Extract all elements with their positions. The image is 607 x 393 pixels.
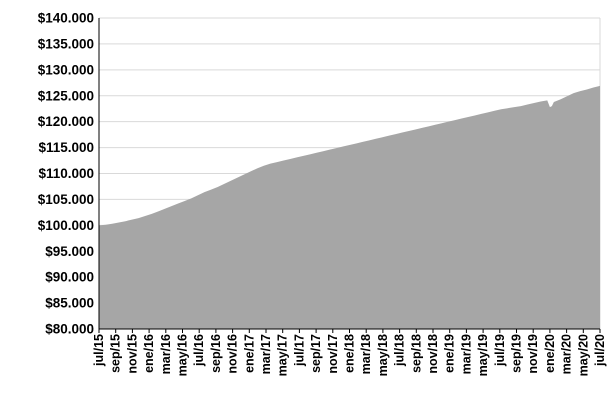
x-tick-label: mar/16: [159, 334, 173, 374]
y-tick-label: $140.000: [38, 11, 94, 26]
x-tick-label: mar/19: [459, 334, 473, 374]
x-tick-label: ene/20: [543, 334, 557, 373]
x-tick-label: jul/19: [493, 334, 507, 367]
x-tick-label: mar/17: [259, 334, 273, 374]
y-tick-label: $90.000: [45, 270, 94, 285]
y-tick-label: $105.000: [38, 192, 94, 207]
plot-area: [99, 85, 600, 330]
x-tick-label: mar/20: [560, 334, 574, 374]
x-tick-label: nov/17: [326, 334, 340, 374]
x-tick-label: jul/18: [393, 334, 407, 367]
x-tick-label: sep/17: [309, 334, 323, 373]
x-tick-label: nov/15: [125, 334, 139, 374]
x-tick-label: nov/18: [426, 334, 440, 374]
x-tick-label: ene/19: [443, 334, 457, 373]
x-tick-label: ene/17: [242, 334, 256, 373]
x-tick-label: jul/16: [192, 334, 206, 367]
x-tick-label: sep/18: [409, 334, 423, 373]
y-axis-tick-labels: $80.000 $85.000 $90.000 $95.000 $100.000 $105…: [38, 11, 94, 337]
area-series: [99, 85, 600, 330]
y-tick-label: $135.000: [38, 36, 94, 51]
x-tick-label: ene/16: [142, 334, 156, 373]
x-tick-label: may/19: [476, 334, 490, 376]
y-tick-label: $80.000: [45, 322, 94, 337]
y-tick-label: $110.000: [38, 166, 94, 181]
x-tick-label: jul/17: [292, 334, 306, 367]
x-tick-label: nov/16: [226, 334, 240, 374]
y-tick-label: $130.000: [38, 62, 94, 77]
x-tick-label: jul/15: [92, 334, 106, 367]
y-tick-label: $95.000: [45, 244, 94, 259]
x-tick-label: may/18: [376, 334, 390, 376]
x-tick-label: may/16: [176, 334, 190, 376]
x-tick-label: jul/20: [593, 334, 607, 367]
y-tick-label: $85.000: [45, 296, 94, 311]
x-tick-label: nov/19: [526, 334, 540, 374]
y-tick-label: $100.000: [38, 218, 94, 233]
y-tick-label: $120.000: [38, 114, 94, 129]
x-tick-label: ene/18: [343, 334, 357, 373]
x-tick-label: sep/15: [109, 334, 123, 373]
x-tick-label: mar/18: [359, 334, 373, 374]
x-tick-label: sep/16: [209, 334, 223, 373]
x-tick-label: may/17: [276, 334, 290, 376]
x-axis-tick-labels: jul/15 sep/15 nov/15 ene/16 mar/16 may/16 jul/…: [92, 329, 607, 376]
x-tick-label: sep/19: [510, 334, 524, 373]
x-tick-label: may/20: [576, 334, 590, 376]
y-tick-label: $125.000: [38, 88, 94, 103]
y-tick-label: $115.000: [38, 140, 94, 155]
